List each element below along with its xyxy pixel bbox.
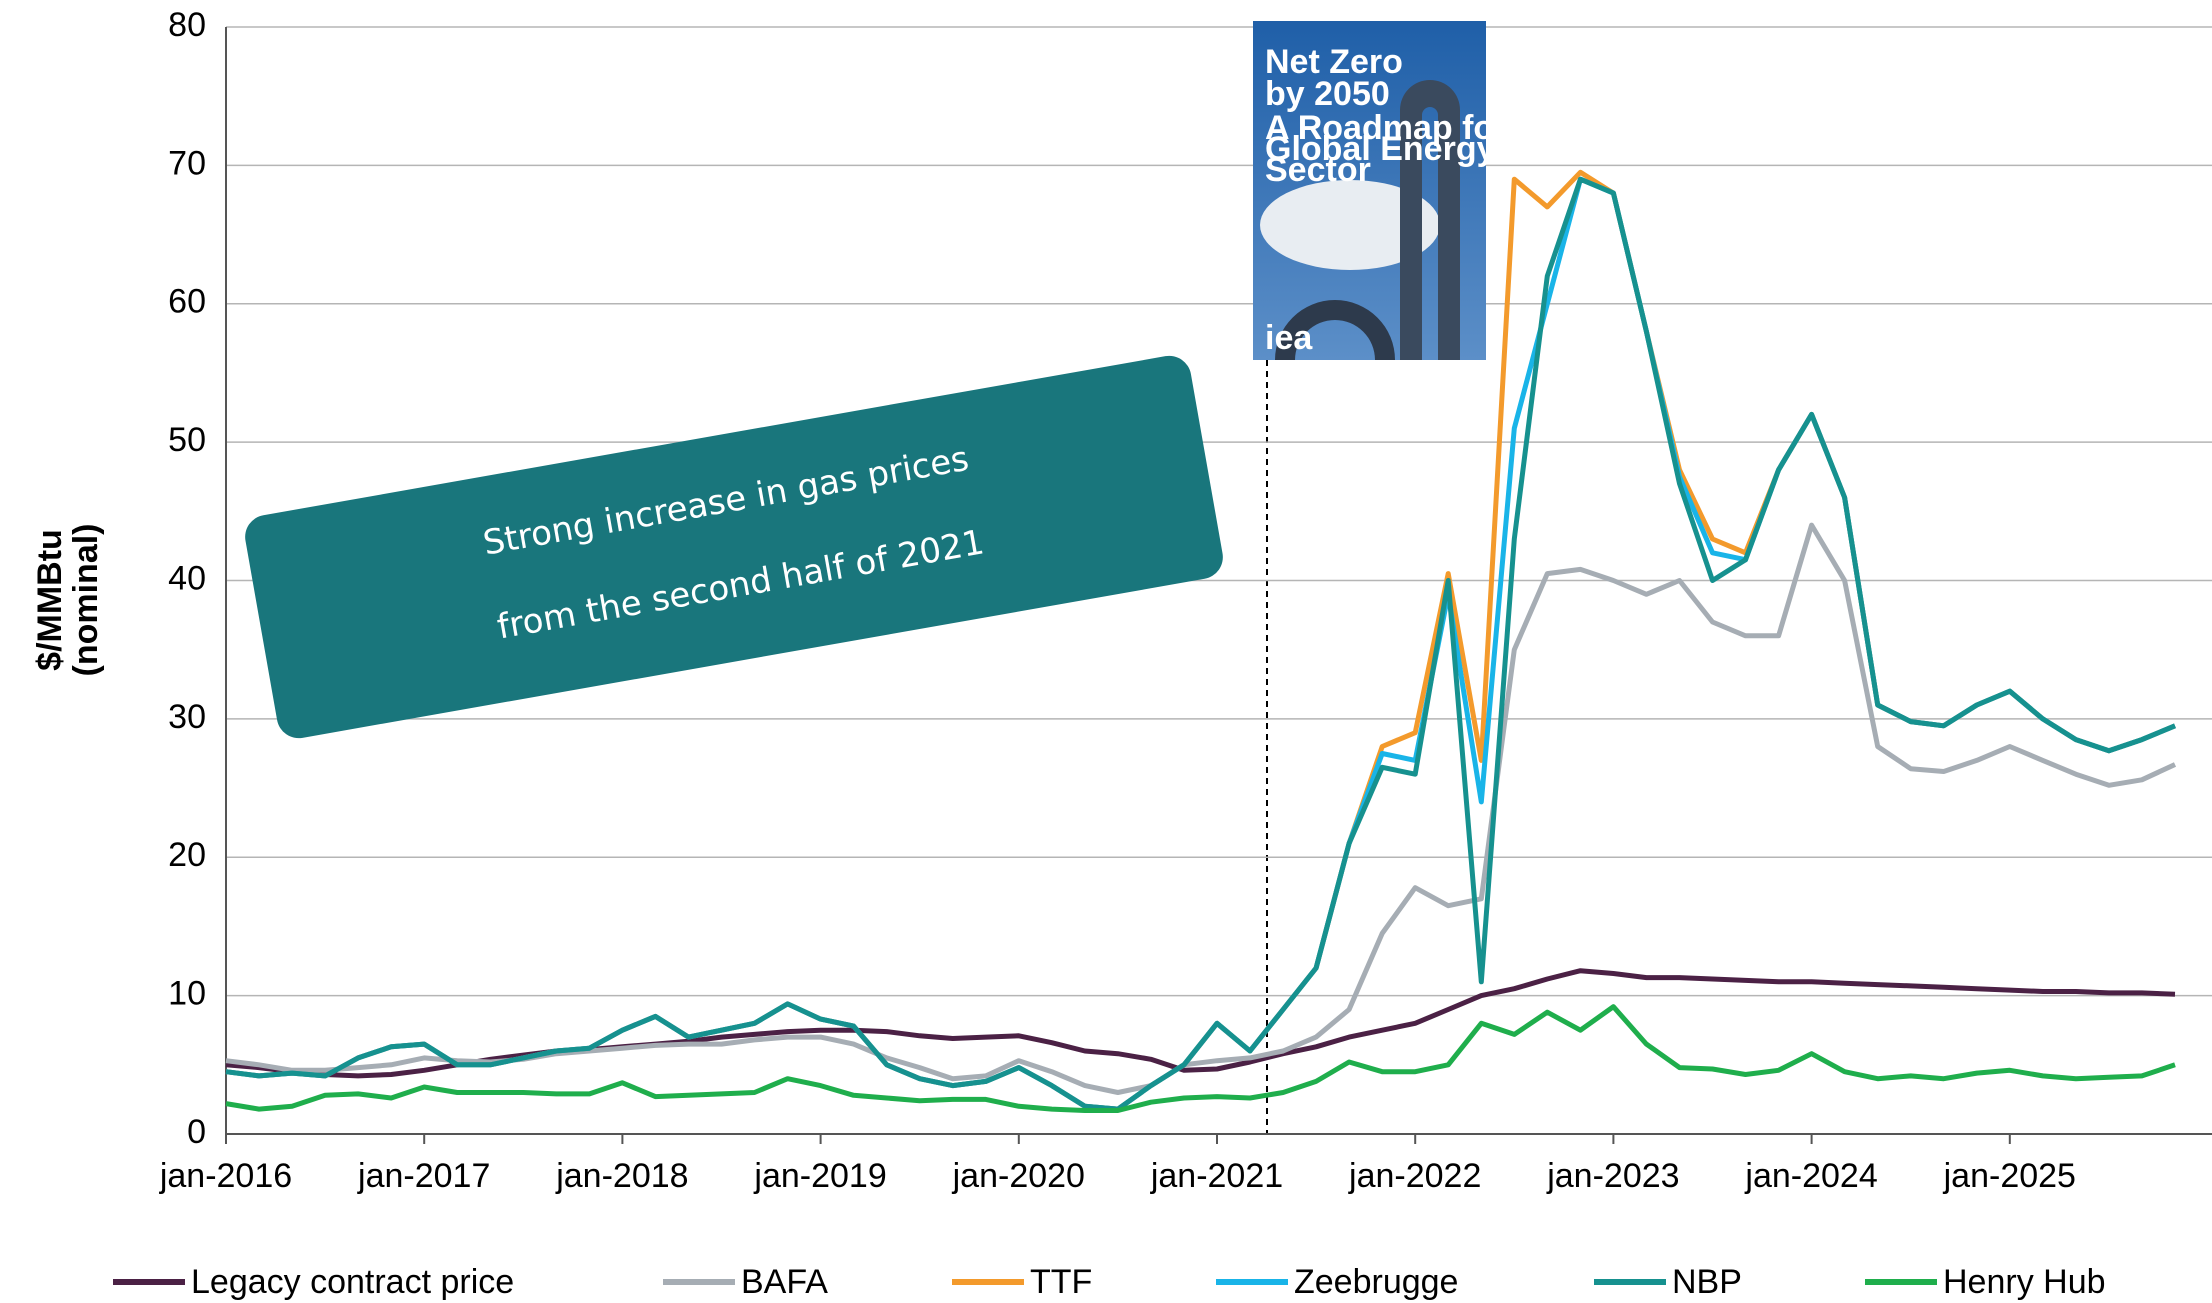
cover-subtitle: Sector xyxy=(1265,151,1371,189)
series-line xyxy=(225,1004,2176,1113)
legend-label: Legacy contract price xyxy=(191,1263,514,1301)
x-tick-label: jan-2022 xyxy=(1348,1157,1481,1195)
y-axis-label: $/MMBtu (nominal) xyxy=(31,524,105,677)
legend-label: Zeebrugge xyxy=(1294,1263,1458,1301)
x-tick-label: jan-2020 xyxy=(952,1157,1085,1195)
pipe xyxy=(1400,80,1460,360)
y-label-line: (nominal) xyxy=(67,524,105,677)
legend-label: BAFA xyxy=(741,1263,828,1301)
annotation-box xyxy=(245,355,1223,739)
legend-label: Henry Hub xyxy=(1943,1263,2106,1301)
y-tick-label: 70 xyxy=(168,144,206,182)
annotation: Strong increase in gas prices from the s… xyxy=(245,355,1223,739)
y-tick-label: 20 xyxy=(168,836,206,874)
cover-subtitle: Global Energy xyxy=(1265,130,1496,168)
y-tick-label: 10 xyxy=(168,975,206,1013)
y-tick-label: 80 xyxy=(168,6,206,44)
x-tick-label: jan-2019 xyxy=(753,1157,886,1195)
y-tick-label: 30 xyxy=(168,698,206,736)
x-tick-label: jan-2023 xyxy=(1546,1157,1679,1195)
cover-logo: iea xyxy=(1265,319,1313,357)
x-tick-label: jan-2016 xyxy=(159,1157,292,1195)
legend-label: TTF xyxy=(1030,1263,1092,1301)
pipe xyxy=(1275,300,1395,360)
y-tick-label: 40 xyxy=(168,559,206,597)
x-tick-label: jan-2024 xyxy=(1744,1157,1877,1195)
y-tick-label: 60 xyxy=(168,283,206,321)
series-line xyxy=(225,176,2176,1112)
x-tick-label: jan-2021 xyxy=(1150,1157,1283,1195)
legend-label: NBP xyxy=(1672,1263,1742,1301)
cover-title: by 2050 xyxy=(1265,75,1390,113)
y-tick-label: 50 xyxy=(168,421,206,459)
report-cover: Net Zero by 2050 A Roadmap for the Globa… xyxy=(1253,21,1568,360)
cover-subtitle: A Roadmap for the xyxy=(1265,109,1568,147)
y-label-line: $/MMBtu xyxy=(31,529,69,671)
x-tick-label: jan-2017 xyxy=(357,1157,490,1195)
x-tick-label: jan-2018 xyxy=(555,1157,688,1195)
cover-title: Net Zero xyxy=(1265,43,1403,81)
y-tick-label: 0 xyxy=(187,1113,206,1151)
x-tick-label: jan-2025 xyxy=(1943,1157,2076,1195)
cloud xyxy=(1260,180,1440,270)
